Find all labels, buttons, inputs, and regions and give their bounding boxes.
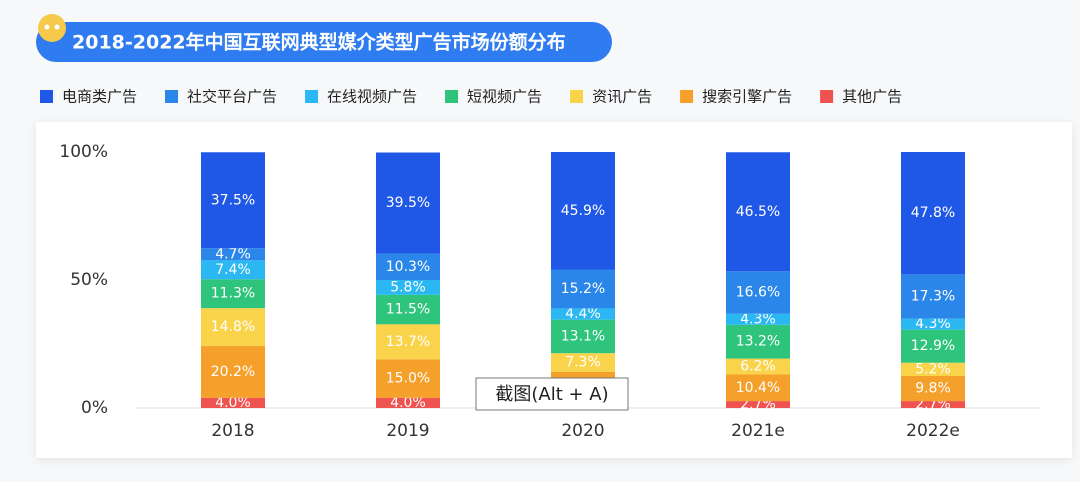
legend-swatch [40, 90, 53, 103]
x-tick-label: 2022e [906, 421, 960, 441]
bar-segment [726, 358, 790, 375]
bar-segment [726, 313, 790, 325]
bar-segment [551, 269, 615, 309]
bar-segment [201, 346, 265, 398]
bar-segment [726, 401, 790, 408]
legend-swatch [305, 90, 319, 103]
bar-segment [726, 152, 790, 272]
bar-segment [376, 294, 440, 325]
legend-swatch [820, 90, 834, 103]
y-tick-label: 100% [59, 142, 108, 162]
data-label: 13.1% [561, 328, 605, 344]
bar-segment [901, 376, 965, 402]
title-icon [38, 14, 66, 42]
bar-segment [551, 319, 615, 354]
title-icon-eye [54, 24, 60, 30]
bar-segment [901, 152, 965, 275]
legend-label: 社交平台广告 [187, 88, 277, 106]
bar-segment [201, 397, 265, 408]
x-tick-label: 2019 [386, 421, 429, 441]
tooltip-box [475, 377, 629, 411]
data-label: 4.3% [915, 316, 951, 332]
data-label: 6.2% [740, 359, 776, 375]
data-label: 7.3% [565, 355, 601, 371]
legend-label: 在线视频广告 [327, 88, 417, 106]
data-label: 4.7% [215, 246, 251, 262]
bar-segment [901, 362, 965, 376]
legend-label: 资讯广告 [592, 88, 652, 106]
bar-segment [726, 271, 790, 314]
data-label: 9.8% [915, 381, 951, 397]
data-label: 47.8% [911, 205, 955, 221]
legend-swatch [570, 90, 584, 103]
bar-segment [376, 152, 440, 254]
data-label: 4.3% [740, 311, 776, 327]
data-label: 7.4% [215, 262, 251, 278]
data-label: 46.5% [736, 204, 780, 220]
bar-segment [901, 401, 965, 408]
bar-segment [901, 274, 965, 319]
x-tick-label: 2021e [731, 421, 785, 441]
bar-segment [201, 279, 265, 309]
bar-segment [551, 152, 615, 270]
bar-segment [201, 260, 265, 280]
x-tick-label: 2020 [561, 421, 604, 441]
bar-segment [376, 397, 440, 408]
legend-label: 其他广告 [842, 88, 902, 106]
legend-label: 短视频广告 [467, 88, 542, 106]
bar-segment [376, 253, 440, 280]
legend-swatch [165, 90, 179, 103]
bar-segment [201, 248, 265, 261]
tooltip: 截图(Alt + A) [475, 377, 629, 411]
bar-segment [726, 374, 790, 402]
data-label: 13.7% [386, 334, 430, 350]
bar-segment [726, 324, 790, 359]
bar-segment [376, 324, 440, 360]
legend-swatch [445, 90, 459, 103]
bar-segment [901, 318, 965, 330]
data-label: 39.5% [386, 195, 430, 211]
bar-segment [201, 308, 265, 347]
y-tick-label: 0% [81, 398, 108, 418]
bar-segment [551, 353, 615, 372]
bar-segment [551, 308, 615, 320]
data-label: 4.4% [565, 306, 601, 322]
data-label: 13.2% [736, 334, 780, 350]
bar-segment [376, 359, 440, 398]
data-label: 11.3% [211, 286, 255, 302]
data-label: 15.2% [561, 281, 605, 297]
data-label: 12.9% [911, 338, 955, 354]
data-label: 15.0% [386, 371, 430, 387]
data-label: 17.3% [911, 289, 955, 305]
title-icon-eye [44, 24, 50, 30]
data-label: 45.9% [561, 203, 605, 219]
data-label: 37.5% [211, 192, 255, 208]
data-label: 4.0% [215, 395, 251, 411]
bar-segment [901, 329, 965, 363]
legend-swatch [680, 90, 694, 103]
chart-title: 2018-2022年中国互联网典型媒介类型广告市场份额分布 [72, 31, 566, 54]
data-label: 10.3% [386, 259, 430, 275]
title-badge [36, 22, 612, 62]
y-tick-label: 50% [70, 270, 108, 290]
tooltip-text: 截图(Alt + A) [495, 384, 608, 405]
data-label: 11.5% [386, 302, 430, 318]
data-label: 5.2% [915, 361, 951, 377]
data-label: 14.8% [211, 319, 255, 335]
data-label: 4.0% [390, 395, 426, 411]
legend-label: 电商类广告 [62, 88, 137, 106]
data-label: 10.4% [736, 380, 780, 396]
bar-segment [201, 152, 265, 249]
data-label: 5.8% [390, 279, 426, 295]
data-label: 20.2% [211, 364, 255, 380]
legend-label: 搜索引擎广告 [702, 88, 792, 106]
x-tick-label: 2018 [211, 421, 254, 441]
bar-segment [376, 280, 440, 295]
data-label: 16.6% [736, 285, 780, 301]
